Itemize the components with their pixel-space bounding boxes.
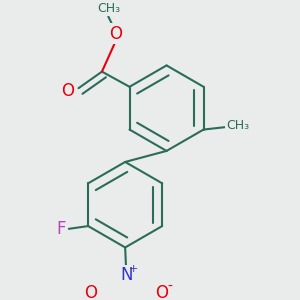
Text: -: - bbox=[168, 280, 172, 294]
Text: O: O bbox=[155, 284, 168, 300]
Text: CH₃: CH₃ bbox=[226, 119, 250, 132]
Text: CH₃: CH₃ bbox=[97, 2, 120, 15]
Text: O: O bbox=[84, 284, 97, 300]
Text: O: O bbox=[109, 25, 122, 43]
Text: N: N bbox=[120, 266, 133, 284]
Text: +: + bbox=[129, 264, 138, 274]
Text: O: O bbox=[61, 82, 74, 100]
Text: F: F bbox=[56, 220, 66, 238]
